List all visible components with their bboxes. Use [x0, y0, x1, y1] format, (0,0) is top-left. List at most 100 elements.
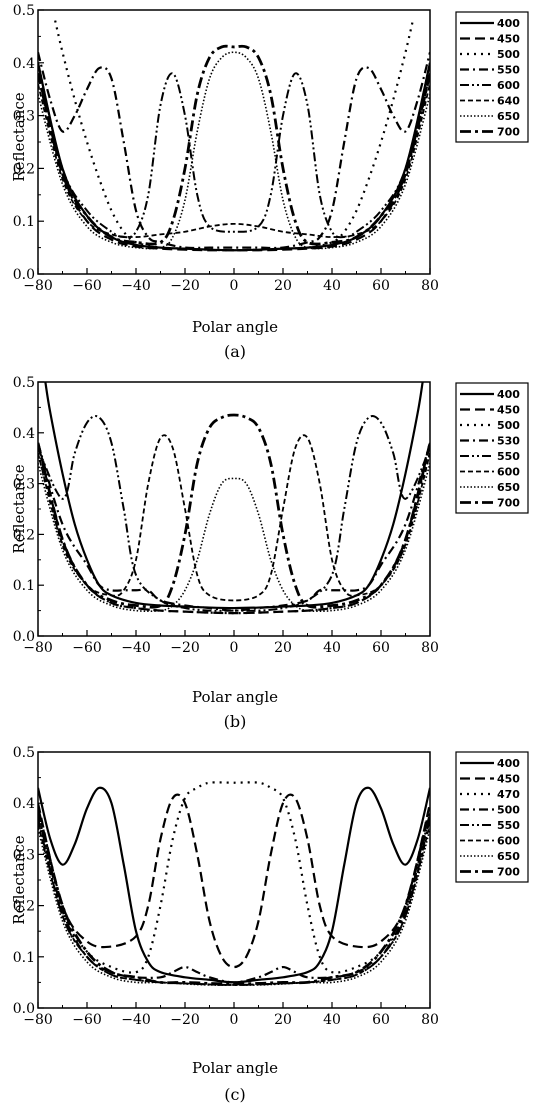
x-tick-label: −80	[23, 1012, 53, 1028]
panel-label: (c)	[224, 1085, 245, 1104]
legend-label-450: 450	[497, 773, 520, 786]
series-line-700	[38, 413, 430, 609]
x-tick-label: 0	[230, 1012, 239, 1028]
x-tick-label: −20	[170, 1012, 200, 1028]
panel-label: (b)	[224, 712, 247, 731]
series-line-400	[44, 382, 424, 610]
y-tick-label: 0.4	[13, 796, 35, 812]
legend-label-530: 530	[497, 435, 520, 448]
legend-label-640: 640	[497, 95, 520, 108]
y-tick-label: 0.3	[13, 109, 35, 125]
y-tick-label: 0.2	[13, 161, 35, 177]
legend-label-450: 450	[497, 33, 520, 46]
legend-label-650: 650	[497, 850, 520, 863]
legend-box	[455, 11, 529, 143]
legend-label-400: 400	[497, 757, 520, 770]
series-group	[38, 20, 430, 252]
legend-label-470: 470	[497, 788, 520, 801]
x-tick-label: 80	[421, 278, 439, 294]
y-tick-label: 0.3	[13, 847, 35, 863]
y-tick-label: 0.0	[13, 1001, 35, 1017]
y-tick-label: 0.5	[13, 375, 35, 391]
legend: 400 450 500 550 600 640 650 700	[455, 11, 529, 143]
legend-label-650: 650	[497, 110, 520, 123]
x-tick-label: −60	[72, 278, 102, 294]
x-tick-label: 20	[274, 278, 292, 294]
chart-panel-a: Reflectance Polar angle (a) −80 −60 −40 −20…	[10, 3, 529, 361]
x-tick-label: 80	[421, 640, 439, 656]
x-tick-label: 80	[421, 1012, 439, 1028]
x-axis-title: Polar angle	[192, 318, 278, 336]
series-line-650	[38, 828, 430, 986]
legend-label-400: 400	[497, 388, 520, 401]
series-line-400	[38, 62, 430, 252]
series-line-500	[38, 813, 430, 984]
x-tick-label: −20	[170, 278, 200, 294]
series-line-650	[38, 51, 430, 250]
x-tick-label: 40	[323, 1012, 341, 1028]
series-line-550	[38, 51, 430, 250]
legend-label-400: 400	[497, 17, 520, 30]
series-line-640	[38, 83, 430, 238]
legend-label-600: 600	[497, 466, 520, 479]
y-tick-label: 0.1	[13, 214, 35, 230]
legend-label-600: 600	[497, 835, 520, 848]
x-tick-label: −60	[72, 1012, 102, 1028]
series-line-700	[38, 44, 430, 246]
y-axis-title: Reflectance	[10, 835, 28, 924]
series-line-500	[54, 20, 414, 252]
x-tick-label: 60	[372, 278, 390, 294]
panel-label: (a)	[224, 342, 246, 361]
chart-panel-c: Reflectance Polar angle (c) −80 −60 −40 −20…	[10, 745, 529, 1104]
x-tick-label: −40	[121, 640, 151, 656]
x-tick-label: −40	[121, 1012, 151, 1028]
series-line-500	[38, 452, 430, 615]
series-line-600	[38, 62, 430, 239]
legend-label-500: 500	[497, 804, 520, 817]
legend-label-700: 700	[497, 497, 520, 510]
y-tick-label: 0.1	[13, 578, 35, 594]
x-tick-label: 0	[230, 640, 239, 656]
y-tick-label: 0.1	[13, 950, 35, 966]
legend-label-600: 600	[497, 79, 520, 92]
x-tick-label: 0	[230, 278, 239, 294]
series-group	[38, 781, 430, 986]
legend-box	[455, 751, 529, 883]
legend-label-700: 700	[497, 126, 520, 139]
legend-label-550: 550	[497, 450, 520, 463]
series-line-530	[38, 442, 430, 612]
series-line-400	[38, 786, 430, 984]
x-tick-label: −80	[23, 278, 53, 294]
legend-label-550: 550	[497, 64, 520, 77]
x-tick-label: −60	[72, 640, 102, 656]
y-tick-label: 0.4	[13, 56, 35, 72]
x-tick-label: 40	[323, 640, 341, 656]
chart-panel-b: Reflectance Polar angle (b) −80 −60 −40 −20…	[10, 375, 529, 731]
y-axis-title: Reflectance	[10, 464, 28, 553]
legend-label-550: 550	[497, 819, 520, 832]
legend-label-500: 500	[497, 48, 520, 61]
y-tick-label: 0.2	[13, 527, 35, 543]
x-tick-label: −80	[23, 640, 53, 656]
series-line-450	[38, 73, 430, 252]
y-tick-label: 0.2	[13, 899, 35, 915]
y-axis-title: Reflectance	[10, 92, 28, 181]
x-tick-label: 60	[372, 640, 390, 656]
legend-label-700: 700	[497, 866, 520, 879]
y-tick-label: 0.0	[13, 629, 35, 645]
series-group	[38, 382, 430, 615]
x-axis-title: Polar angle	[192, 688, 278, 706]
series-line-650	[38, 463, 430, 613]
x-tick-label: 20	[274, 640, 292, 656]
series-line-450	[38, 793, 430, 969]
series-line-550	[38, 415, 430, 612]
series-line-450	[38, 442, 430, 615]
series-line-600	[38, 434, 430, 602]
y-tick-label: 0.0	[13, 267, 35, 283]
x-tick-label: 40	[323, 278, 341, 294]
x-axis-title: Polar angle	[192, 1059, 278, 1077]
y-tick-label: 0.5	[13, 745, 35, 761]
series-line-700	[38, 807, 430, 986]
legend-box	[455, 382, 529, 514]
